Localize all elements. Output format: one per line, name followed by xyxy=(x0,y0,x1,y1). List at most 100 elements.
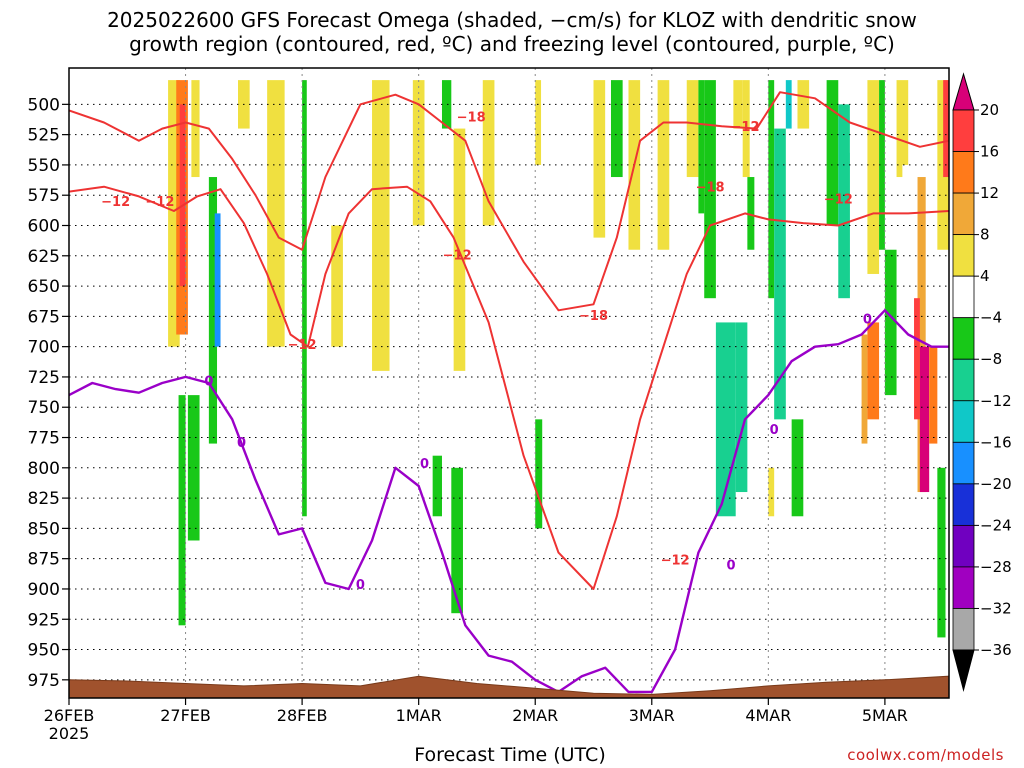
colorbar-cell xyxy=(952,234,975,277)
plot-frame xyxy=(68,67,950,699)
colorbar-label: 16 xyxy=(980,143,999,161)
omega-cell xyxy=(797,80,810,129)
x-tick-label: 1MAR xyxy=(396,706,442,725)
y-tick-label: 775 xyxy=(28,429,60,449)
y-tick-label: 650 xyxy=(28,277,60,297)
x-tick-label: 26FEB xyxy=(44,706,95,725)
contour-label-red: −18 xyxy=(457,110,486,125)
y-tick-label: 850 xyxy=(28,519,60,539)
terrain-area xyxy=(68,675,950,699)
contour-labels: −12 −18 −12 −12 −18 −12 −12 −18 −12 −12 0 0 0 0 0 0 0 xyxy=(101,110,872,593)
y-axis: 500 525 550 575 600 625 650 675 700 725 750 775 800 8… xyxy=(28,95,69,691)
omega-cell xyxy=(884,249,897,396)
omega-cell xyxy=(267,80,285,347)
omega-cell xyxy=(593,80,606,238)
colorbar-label: −32 xyxy=(980,599,1012,617)
contour-label-purple: 0 xyxy=(863,313,872,328)
colorbar-cell xyxy=(952,483,975,526)
omega-cell xyxy=(686,80,699,178)
omega-cell xyxy=(896,80,909,178)
y-tick-label: 900 xyxy=(28,580,60,600)
contour-label-purple: 0 xyxy=(420,457,429,472)
omega-cell xyxy=(302,80,307,517)
colorbar-cell xyxy=(952,608,975,651)
omega-cell xyxy=(698,80,705,214)
chart-title-line-1: 2025022600 GFS Forecast Omega (shaded, −… xyxy=(107,8,917,32)
contour-label-purple: 0 xyxy=(204,374,213,389)
omega-cell xyxy=(914,298,920,420)
contour-label-red: −18 xyxy=(579,309,608,324)
x-year-label: 2025 xyxy=(49,724,90,743)
omega-cell xyxy=(178,395,186,626)
x-tick-label: 5MAR xyxy=(862,706,908,725)
omega-cell xyxy=(191,80,200,178)
contour-label-red: −12 xyxy=(824,193,853,208)
omega-cell xyxy=(179,104,186,287)
omega-cell xyxy=(331,225,343,347)
colorbar-cell xyxy=(952,358,975,402)
colorbar-label: −16 xyxy=(980,433,1012,451)
y-tick-label: 525 xyxy=(28,126,60,146)
plot-area xyxy=(69,68,949,698)
x-axis: 26FEB 27FEB 28FEB 1MAR 2MAR 3MAR 4MAR 5MAR 2025 xyxy=(44,698,908,743)
x-axis-title: Forecast Time (UTC) xyxy=(414,744,606,766)
contour-label-purple: 0 xyxy=(770,423,779,438)
y-tick-label: 550 xyxy=(28,156,60,176)
omega-cell xyxy=(372,80,390,371)
y-tick-label: 800 xyxy=(28,459,60,479)
colorbar-label: −20 xyxy=(980,475,1012,493)
omega-cell xyxy=(168,80,180,347)
colorbar-cell xyxy=(952,275,975,319)
colorbar-label: −28 xyxy=(980,558,1012,576)
chart-title-line-2: growth region (contoured, red, ºC) and f… xyxy=(129,32,895,56)
omega-cell xyxy=(902,164,915,444)
omega-cell xyxy=(610,80,623,178)
colorbar-cell xyxy=(952,524,975,568)
contour-label-red: −12 xyxy=(443,248,472,263)
contour-line xyxy=(69,91,949,312)
omega-cell xyxy=(826,80,839,226)
colorbar-label: −36 xyxy=(980,641,1012,659)
omega-cell xyxy=(704,80,716,299)
omega-cell xyxy=(214,213,221,347)
colorbar-bottom-arrow xyxy=(952,649,975,692)
omega-cell xyxy=(747,177,755,250)
omega-cell xyxy=(441,80,452,129)
omega-cell xyxy=(774,128,786,420)
y-tick-label: 825 xyxy=(28,489,60,509)
contour-line xyxy=(69,185,949,590)
omega-cell xyxy=(451,467,463,614)
omega-cell xyxy=(432,455,442,517)
y-tick-label: 600 xyxy=(28,217,60,237)
omega-cell xyxy=(756,443,780,468)
omega-cell xyxy=(867,80,880,274)
colorbar: 20 16 12 8 4 −4 −8 −12 −16 −20 −24 −28 −32 −36 xyxy=(952,72,1012,692)
omega-cell xyxy=(929,346,938,444)
colorbar-cell xyxy=(952,441,975,485)
contour-line xyxy=(69,309,949,694)
omega-cell xyxy=(879,80,885,250)
colorbar-label: 12 xyxy=(980,184,999,202)
gridlines xyxy=(69,68,949,698)
y-tick-label: 725 xyxy=(28,368,60,388)
credit-text: coolwx.com/models xyxy=(847,746,1004,764)
y-tick-label: 500 xyxy=(28,95,60,115)
x-tick-label: 28FEB xyxy=(277,706,328,725)
omega-cell xyxy=(849,80,860,153)
y-tick-label: 975 xyxy=(28,671,60,691)
contour-label-red: −12 xyxy=(101,195,130,210)
omega-cell xyxy=(768,80,775,299)
x-tick-label: 2MAR xyxy=(512,706,558,725)
colorbar-top-arrow xyxy=(952,72,975,111)
omega-cell xyxy=(208,177,218,444)
contour-label-red: −12 xyxy=(288,338,317,353)
colorbar-cell xyxy=(952,566,975,609)
contour-label-red: −12 xyxy=(731,120,760,135)
colorbar-cell xyxy=(952,192,975,236)
omega-cell xyxy=(791,419,804,517)
omega-cell xyxy=(838,104,850,299)
y-tick-label: 925 xyxy=(28,610,60,630)
colorbar-cell xyxy=(952,151,975,194)
contour-label-purple: 0 xyxy=(727,559,736,574)
colorbar-label: 4 xyxy=(980,267,990,285)
